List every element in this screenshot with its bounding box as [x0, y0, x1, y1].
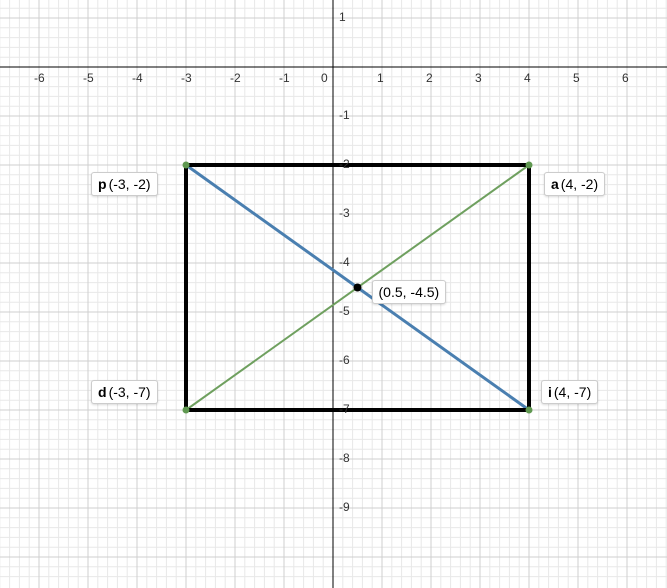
x-tick-label: -3 [181, 71, 192, 85]
x-tick-label: -1 [279, 71, 290, 85]
x-tick-label: 3 [475, 71, 482, 85]
y-tick-label: -5 [339, 304, 350, 318]
label-box-center: (0.5, -4.5) [372, 280, 447, 304]
x-tick-label: 2 [426, 71, 433, 85]
vertex-name-label: a [551, 176, 559, 192]
x-tick-label: -2 [230, 71, 241, 85]
vertex-name-label: p [98, 176, 107, 192]
y-tick-label: -9 [339, 500, 350, 514]
label-box-d: d(-3, -7) [91, 380, 158, 404]
x-tick-label: -6 [34, 71, 45, 85]
center-coord-label: (0.5, -4.5) [379, 284, 440, 300]
vertex-d [183, 407, 190, 414]
y-tick-label: 1 [339, 10, 346, 24]
label-box-p: p(-3, -2) [91, 172, 158, 196]
vertex-a [526, 162, 533, 169]
center-point [354, 284, 362, 292]
x-tick-label: 0 [321, 71, 328, 85]
x-tick-label: 4 [524, 71, 531, 85]
y-tick-label: -1 [339, 108, 350, 122]
vertex-coord-label: (-3, -2) [109, 176, 151, 192]
x-tick-label: -4 [132, 71, 143, 85]
x-tick-label: 6 [622, 71, 629, 85]
y-tick-label: -3 [339, 206, 350, 220]
label-box-a: a(4, -2) [544, 172, 605, 196]
vertex-p [183, 162, 190, 169]
vertex-coord-label: (-3, -7) [109, 384, 151, 400]
y-tick-label: -8 [339, 451, 350, 465]
graph-canvas: -6-5-4-3-2-101234561-1-2-3-4-5-6-7-8-9p(… [0, 0, 667, 588]
y-tick-label: -4 [339, 255, 350, 269]
y-tick-label: -6 [339, 353, 350, 367]
vertex-i [526, 407, 533, 414]
x-tick-label: 1 [377, 71, 384, 85]
vertex-name-label: d [98, 384, 107, 400]
graph-svg [0, 0, 667, 588]
vertex-coord-label: (4, -2) [561, 176, 598, 192]
vertex-name-label: i [548, 384, 552, 400]
y-tick-label: -2 [339, 157, 350, 171]
vertex-coord-label: (4, -7) [554, 384, 591, 400]
x-tick-label: -5 [83, 71, 94, 85]
x-tick-label: 5 [573, 71, 580, 85]
y-tick-label: -7 [339, 402, 350, 416]
label-box-i: i(4, -7) [541, 380, 598, 404]
